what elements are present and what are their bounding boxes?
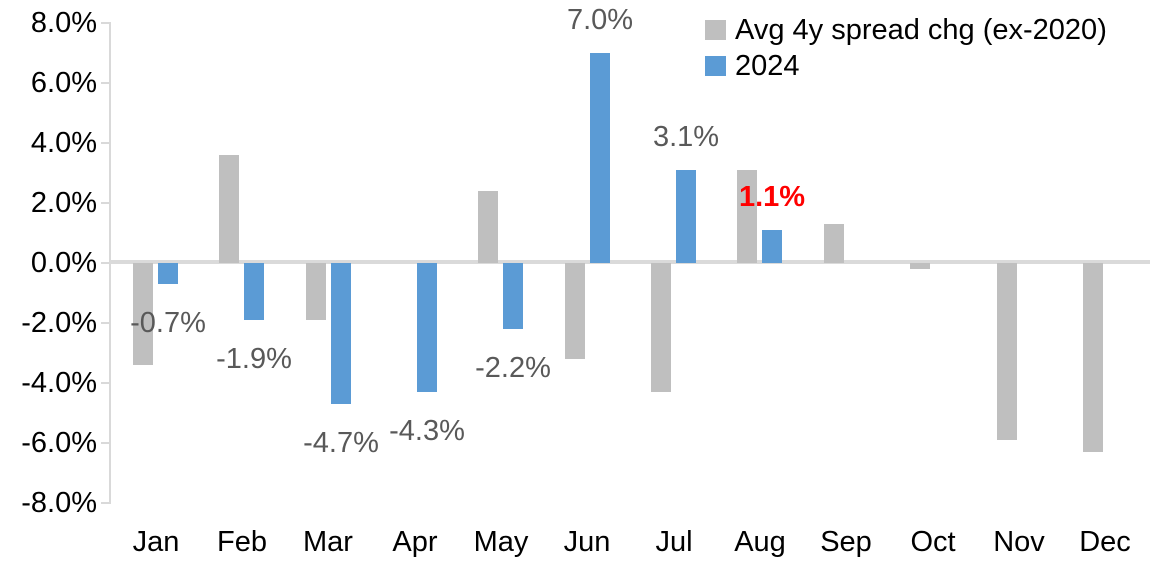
y-axis-tick [101, 202, 110, 204]
y-tick-label: 6.0% [30, 67, 97, 99]
y-axis-tick [101, 82, 110, 84]
y-tick-label: 4.0% [30, 127, 97, 159]
zero-gridline [110, 260, 1150, 264]
value-label-apr: -4.3% [389, 415, 465, 447]
y-axis-tick [101, 262, 110, 264]
value-label-jun: 7.0% [566, 4, 634, 36]
value-label-jan: -0.7% [130, 307, 206, 339]
bar-avg-nov [997, 263, 1017, 440]
x-tick-label-may: May [473, 526, 529, 558]
x-tick-label-jan: Jan [132, 526, 180, 558]
bar-avg-mar [306, 263, 326, 320]
bar-2024-may [503, 263, 523, 329]
x-tick-label-oct: Oct [910, 526, 956, 558]
value-label-aug: 1.1% [738, 181, 806, 213]
bar-2024-aug [762, 230, 782, 263]
bar-2024-jan [158, 263, 178, 284]
bar-avg-sep [824, 224, 844, 263]
y-axis-tick [101, 142, 110, 144]
legend-swatch-blue [705, 56, 726, 76]
x-tick-label-nov: Nov [993, 526, 1045, 558]
y-axis-tick [101, 22, 110, 24]
x-tick-label-jul: Jul [655, 526, 693, 558]
bar-avg-aug [737, 170, 757, 263]
legend-item-avg-spread: Avg 4y spread chg (ex-2020) [705, 12, 1107, 48]
y-tick-label: 0.0% [30, 247, 97, 279]
y-tick-label: -2.0% [21, 307, 97, 339]
legend-label-2024: 2024 [735, 49, 800, 82]
y-tick-label: -6.0% [21, 427, 97, 459]
x-tick-label-apr: Apr [392, 526, 438, 558]
legend: Avg 4y spread chg (ex-2020) 2024 [705, 12, 1107, 84]
x-tick-label-aug: Aug [734, 526, 786, 558]
legend-label-avg-spread: Avg 4y spread chg (ex-2020) [735, 13, 1107, 46]
x-tick-label-dec: Dec [1079, 526, 1131, 558]
x-tick-label-sep: Sep [820, 526, 872, 558]
bar-avg-feb [219, 155, 239, 263]
bar-2024-feb [244, 263, 264, 320]
bar-avg-jul [651, 263, 671, 392]
y-tick-label: 8.0% [30, 7, 97, 39]
y-tick-label: 2.0% [30, 187, 97, 219]
bar-avg-jun [565, 263, 585, 359]
value-label-jul: 3.1% [652, 121, 720, 153]
y-tick-label: -4.0% [21, 367, 97, 399]
y-axis-tick [101, 502, 110, 504]
bar-2024-jun [590, 53, 610, 263]
bar-avg-may [478, 191, 498, 263]
legend-item-2024: 2024 [705, 48, 1107, 84]
bar-2024-apr [417, 263, 437, 392]
bar-2024-jul [676, 170, 696, 263]
value-label-mar: -4.7% [303, 427, 379, 459]
bar-avg-oct [910, 263, 930, 269]
x-tick-label-jun: Jun [563, 526, 611, 558]
value-label-may: -2.2% [475, 352, 551, 384]
x-tick-label-feb: Feb [217, 526, 267, 558]
y-axis-tick [101, 382, 110, 384]
bar-avg-jan [133, 263, 153, 365]
x-tick-label-mar: Mar [303, 526, 353, 558]
bar-2024-mar [331, 263, 351, 404]
bar-avg-dec [1083, 263, 1103, 452]
legend-swatch-gray [705, 20, 726, 40]
y-tick-label: -8.0% [21, 487, 97, 519]
y-axis-tick [101, 322, 110, 324]
value-label-feb: -1.9% [216, 343, 292, 375]
y-axis-tick [101, 442, 110, 444]
